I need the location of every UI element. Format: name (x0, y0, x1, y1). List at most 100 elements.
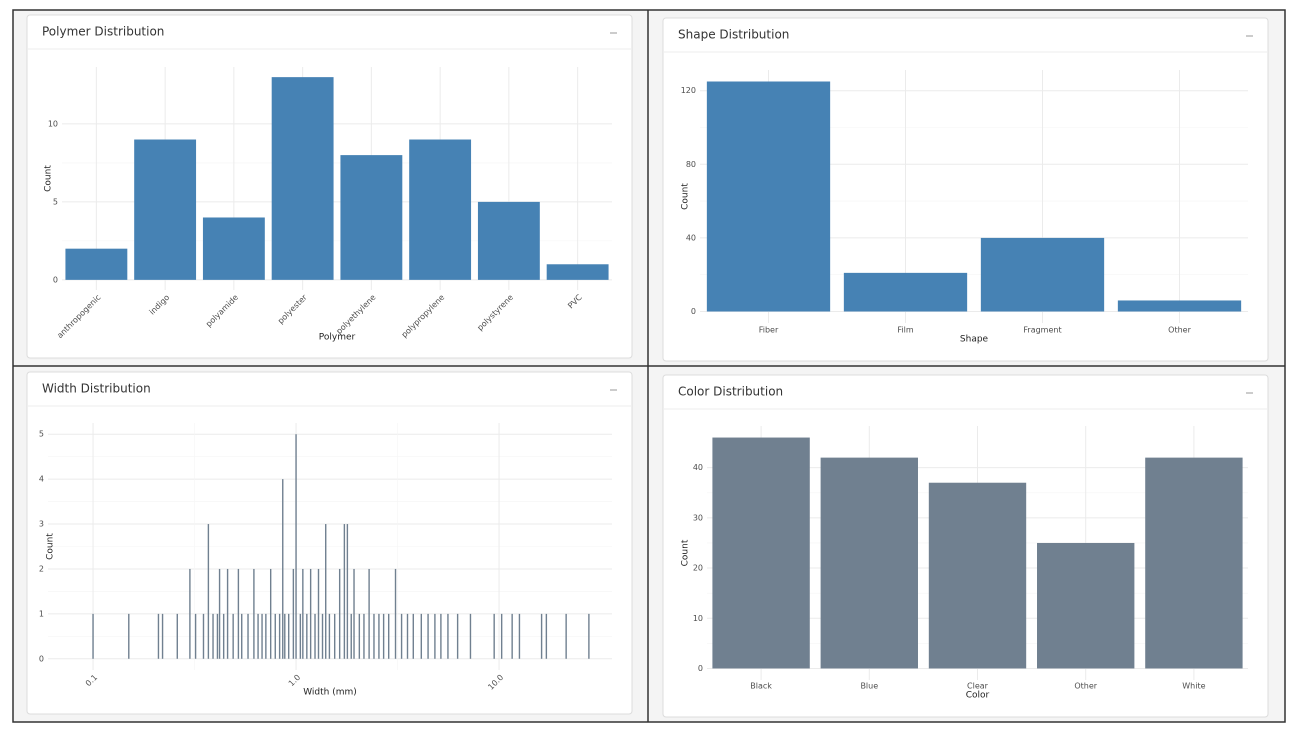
bar (269, 568, 272, 659)
bar (325, 524, 327, 659)
bar (306, 613, 308, 659)
bar (282, 479, 284, 659)
x-axis-title: Shape (960, 335, 989, 345)
bar (406, 613, 409, 659)
bar (565, 613, 567, 659)
bar (92, 613, 94, 659)
bar (363, 613, 365, 659)
bar (189, 568, 191, 659)
bar (493, 613, 495, 659)
bar (712, 437, 810, 669)
y-tick-label: 0 (39, 654, 44, 663)
bar (226, 568, 229, 659)
bar (207, 524, 210, 659)
x-tick-label: Film (897, 326, 913, 335)
bar (540, 613, 543, 659)
bar (333, 613, 336, 659)
bar (237, 568, 240, 659)
bar (1145, 457, 1243, 669)
bar (338, 568, 341, 659)
y-tick-label: 0 (698, 664, 703, 673)
panel-title: Width Distribution (42, 382, 151, 396)
bar (382, 613, 385, 659)
x-tick-label: Fragment (1023, 326, 1061, 335)
bar (287, 613, 290, 659)
y-tick-label: 40 (686, 233, 696, 242)
bar (420, 613, 423, 659)
panel-title: Shape Distribution (678, 28, 789, 42)
bar (295, 434, 297, 659)
bar (128, 613, 130, 659)
bar (820, 457, 918, 669)
x-axis-title: Color (966, 691, 990, 701)
bar (843, 272, 968, 312)
bar (278, 613, 281, 659)
bar (440, 613, 442, 659)
y-tick-label: 30 (693, 513, 703, 522)
y-tick-label: 0 (691, 307, 696, 316)
bar (518, 613, 521, 659)
x-axis-title: Width (mm) (303, 688, 357, 698)
bar (257, 613, 259, 659)
y-tick-label: 10 (693, 614, 703, 623)
bar (511, 613, 513, 659)
bar (321, 613, 324, 659)
bar (222, 613, 225, 659)
bar (394, 568, 397, 659)
x-tick-label: Blue (860, 682, 878, 691)
bar (271, 77, 334, 280)
bar (378, 613, 380, 659)
bar (65, 248, 128, 280)
x-tick-label: Other (1074, 682, 1097, 691)
x-tick-label: Clear (967, 682, 989, 691)
bar (241, 613, 243, 659)
bar (456, 613, 459, 659)
y-tick-label: 1 (39, 609, 44, 618)
bar (299, 613, 302, 659)
bar (353, 568, 355, 659)
x-tick-label: Black (750, 682, 772, 691)
bar (202, 613, 205, 659)
bar (157, 613, 160, 659)
bar (346, 524, 349, 659)
bar (447, 613, 449, 659)
y-tick-label: 120 (681, 86, 696, 95)
panel-title: Color Distribution (678, 385, 783, 399)
x-tick-label: White (1182, 682, 1205, 691)
bar (1117, 300, 1242, 312)
panel-title: Polymer Distribution (42, 25, 164, 39)
y-tick-label: 2 (39, 564, 44, 573)
x-axis-title: Polymer (319, 333, 356, 343)
bar (706, 81, 831, 312)
x-tick-label: Fiber (759, 326, 779, 335)
bar (343, 524, 346, 659)
bar (545, 613, 548, 659)
bar (340, 155, 403, 280)
bar (253, 568, 255, 659)
bar (292, 568, 295, 659)
bar (212, 613, 214, 659)
bar (314, 613, 316, 659)
y-axis-title: Count (44, 165, 54, 192)
y-tick-label: 5 (53, 197, 58, 206)
bar (218, 568, 221, 659)
bar (216, 613, 219, 659)
bar (134, 139, 197, 280)
bar (317, 568, 320, 659)
x-tick-label: Other (1168, 326, 1191, 335)
y-tick-label: 0 (53, 275, 58, 284)
y-tick-label: 3 (39, 520, 44, 529)
bar (358, 613, 361, 659)
y-tick-label: 80 (686, 160, 696, 169)
bar (400, 613, 403, 659)
y-tick-label: 10 (48, 119, 58, 128)
bar (194, 613, 197, 659)
bar (434, 613, 436, 659)
bar (302, 568, 304, 659)
bar (176, 613, 178, 659)
bar (309, 568, 312, 659)
bar (368, 568, 370, 659)
bar (247, 613, 249, 659)
bar (928, 482, 1027, 669)
